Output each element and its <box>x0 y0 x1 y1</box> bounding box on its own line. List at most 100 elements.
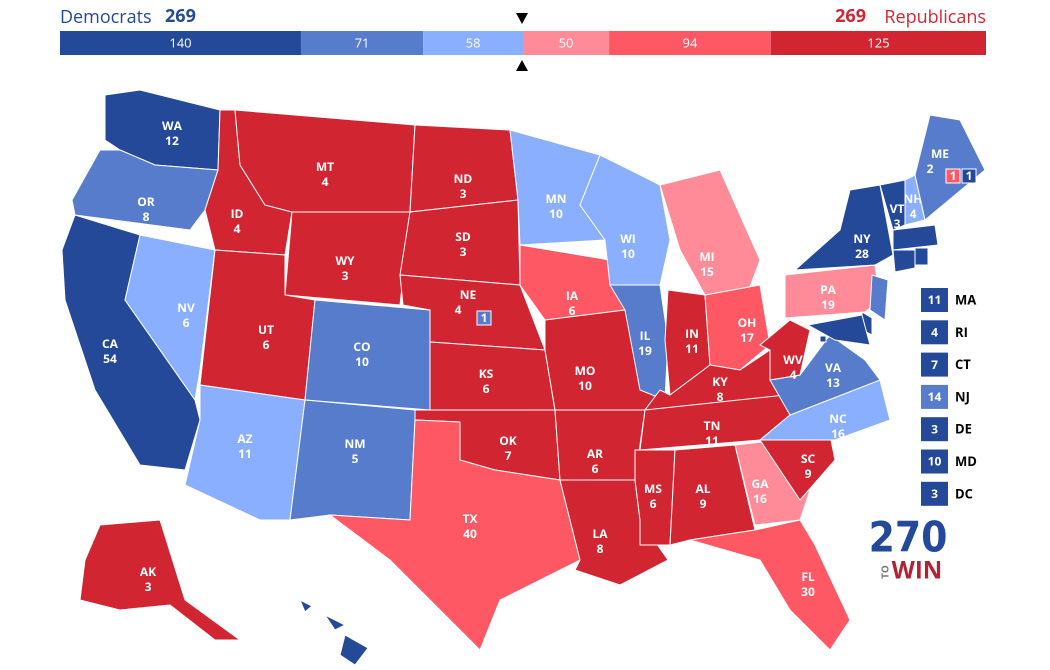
district-box <box>945 168 961 184</box>
callout-abbr: DE <box>955 420 972 438</box>
state-votes: 8 <box>143 208 150 225</box>
state-shape <box>79 519 242 641</box>
state-abbr: LA <box>592 525 608 542</box>
callout-box <box>921 449 948 474</box>
logo: 270 TO WIN <box>869 513 948 587</box>
state-abbr: ND <box>454 170 473 187</box>
district-votes: 1 <box>966 167 973 184</box>
state-shape <box>579 154 671 286</box>
state-abbr: TX <box>463 510 478 527</box>
state-abbr: OK <box>499 432 517 449</box>
callout-abbr: DC <box>955 484 973 502</box>
state-abbr: NC <box>829 410 847 427</box>
state-abbr: KS <box>479 365 494 382</box>
state-shape <box>892 224 939 251</box>
state-votes: 11 <box>685 340 699 357</box>
state-abbr: GA <box>752 475 770 492</box>
state-votes: 6 <box>263 336 270 353</box>
state-votes: 6 <box>183 314 190 331</box>
state-shape <box>914 247 929 266</box>
logo-number: 270 <box>869 513 948 562</box>
state-shape <box>759 319 811 381</box>
state-abbr: WA <box>162 117 183 134</box>
state-abbr: ID <box>231 205 244 222</box>
bar-segment <box>523 31 610 55</box>
callouts: 11 MA 4 RI 7 CT 14 NJ 3 DE 10 MD 3 DC <box>921 288 977 506</box>
state-votes: 6 <box>650 495 657 512</box>
callout-box <box>921 352 948 377</box>
state-votes: 4 <box>234 220 241 237</box>
state-abbr: MO <box>575 362 596 379</box>
state-abbr: NE <box>460 286 477 303</box>
callout-box <box>921 417 948 442</box>
state-shape <box>284 211 411 306</box>
callout-abbr: MD <box>955 452 977 470</box>
bar-label: 125 <box>867 33 889 51</box>
state-votes: 15 <box>700 263 714 280</box>
midpoint-arrow <box>516 13 528 24</box>
bar-segment <box>423 31 523 55</box>
state-votes: 10 <box>578 377 592 394</box>
state-shape <box>704 284 771 371</box>
state-votes: 3 <box>460 185 467 202</box>
callout-votes: 3 <box>931 485 938 502</box>
state-votes: 2 <box>927 160 934 177</box>
state-votes: 10 <box>621 245 635 262</box>
state-abbr: CA <box>102 335 119 352</box>
bar-label: 50 <box>559 33 574 51</box>
callout-votes: 11 <box>928 291 942 308</box>
state-votes: 28 <box>855 245 869 262</box>
state-abbr: WI <box>620 230 636 247</box>
state-votes: 8 <box>597 540 604 557</box>
callout-abbr: RI <box>955 323 968 341</box>
state-abbr: IA <box>566 287 579 304</box>
state-votes: 17 <box>740 329 754 346</box>
state-votes: 6 <box>592 460 599 477</box>
state-votes: 13 <box>826 374 840 391</box>
state-votes: 4 <box>910 205 917 222</box>
state-shape <box>869 274 889 321</box>
state-abbr: MS <box>644 480 662 497</box>
state-shape <box>659 169 761 301</box>
callout-box <box>921 288 948 312</box>
callout-votes: 7 <box>931 356 938 373</box>
callout-box <box>921 481 948 506</box>
map: WA12OR8CA54NV6ID4MT4WY3UT6AZ11CO10NM5ND3… <box>61 89 986 666</box>
callout-box <box>921 384 948 409</box>
state-abbr: OH <box>738 314 757 331</box>
state-abbr: PA <box>820 281 837 298</box>
state-votes: 5 <box>352 450 359 467</box>
state-votes: 30 <box>801 583 815 600</box>
state-shape <box>689 519 851 651</box>
state-abbr: NV <box>177 299 195 316</box>
state-abbr: WY <box>335 252 355 269</box>
callout-votes: 14 <box>928 388 942 405</box>
state-abbr: MN <box>545 190 566 207</box>
bar-label: 140 <box>169 33 191 51</box>
state-abbr: IL <box>640 327 651 344</box>
state-votes: 6 <box>483 380 490 397</box>
state-votes: 6 <box>569 302 576 319</box>
state-abbr: WV <box>783 351 803 368</box>
rep-label: Republicans <box>884 5 986 29</box>
callout-abbr: MA <box>955 290 976 308</box>
state-shape <box>339 634 369 666</box>
state-abbr: KY <box>712 373 728 390</box>
state-votes: 3 <box>342 267 349 284</box>
state-abbr: VA <box>825 359 842 376</box>
state-votes: 10 <box>355 353 369 370</box>
state-votes: 10 <box>549 205 563 222</box>
state-votes: 54 <box>103 350 117 367</box>
state-abbr: AL <box>695 480 710 497</box>
state-shape <box>806 314 871 346</box>
dem-label: Democrats <box>60 5 152 29</box>
bar-segment <box>60 31 301 55</box>
state-votes: 4 <box>319 645 326 662</box>
state-shape <box>914 114 986 221</box>
state-abbr: AZ <box>237 430 252 447</box>
state-abbr: NM <box>344 435 365 452</box>
district-votes: 1 <box>950 167 957 184</box>
logo-word: WIN <box>892 553 943 586</box>
callout-votes: 3 <box>931 420 938 437</box>
